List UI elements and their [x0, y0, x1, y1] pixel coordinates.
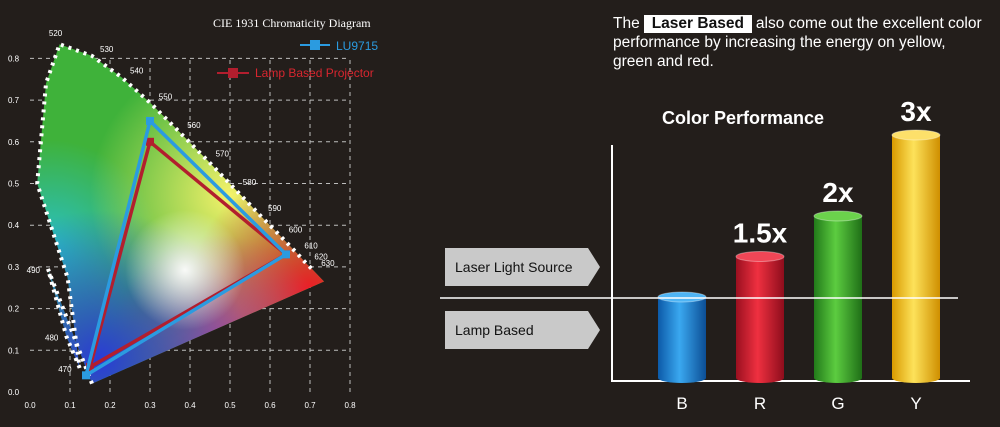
- gamut-vertex: [282, 250, 290, 259]
- bar-G: G 2x: [813, 177, 863, 413]
- y-tick-label: 0.2: [8, 305, 20, 314]
- bar-B: B: [657, 291, 707, 413]
- legend-marker: [228, 68, 238, 78]
- wavelength-label: 580: [243, 178, 257, 187]
- lamp-based-tag: Lamp Based: [445, 311, 600, 349]
- legend-marker: [310, 40, 320, 50]
- axis-ticks: 0.0 0.1 0.2 0.3 0.4 0.5 0.6 0.7 0.8 0.0 0.1 0.2 0.3 0…: [8, 54, 356, 410]
- category-label: G: [831, 394, 844, 413]
- wavelength-label: 530: [100, 45, 114, 54]
- bar-body: [658, 297, 706, 378]
- bar-top: [657, 291, 707, 303]
- wavelength-label: 540: [130, 67, 144, 76]
- value-label: 3x: [900, 96, 932, 127]
- x-tick-label: 0.7: [304, 401, 316, 410]
- bar-top: [735, 251, 785, 262]
- legend-lu9715: LU9715: [300, 39, 378, 53]
- value-label: 2x: [822, 177, 854, 208]
- bar-base: [658, 373, 706, 383]
- bar-top: [891, 129, 941, 141]
- bars: B R 1.5x G 2x Y 3x: [657, 96, 941, 414]
- y-tick-label: 0.1: [8, 346, 20, 355]
- x-tick-label: 0.2: [104, 401, 116, 410]
- laser-based-badge: Laser Based: [643, 15, 752, 33]
- x-tick-label: 0.6: [264, 401, 276, 410]
- intro-before: The: [613, 15, 640, 32]
- wavelength-label: 520: [49, 29, 63, 38]
- x-tick-label: 0.1: [64, 401, 76, 410]
- gamut-vertex: [82, 371, 90, 380]
- y-tick-label: 0.6: [8, 138, 20, 147]
- legend-label: LU9715: [336, 39, 378, 53]
- category-label: R: [754, 394, 766, 413]
- wavelength-label: 550: [159, 92, 173, 101]
- category-label: Y: [910, 394, 921, 413]
- lamp-based-label: Lamp Based: [455, 322, 534, 338]
- gamut-triangles: [82, 116, 290, 380]
- bar-body: [892, 135, 940, 378]
- laser-light-source-tag: Laser Light Source: [445, 248, 600, 286]
- gamut-triangle: [83, 117, 289, 379]
- x-tick-label: 0.3: [144, 401, 156, 410]
- bar-R: R 1.5x: [733, 218, 788, 414]
- bar-body: [814, 216, 862, 378]
- y-tick-label: 0.4: [8, 221, 20, 230]
- y-tick-label: 0.8: [8, 54, 20, 63]
- gamut-vertex: [146, 116, 154, 125]
- gamut-triangle: [87, 138, 290, 371]
- wavelength-labels: 4704804905205305405505605705805906006106…: [27, 29, 335, 374]
- cie-chromaticity-chart: 0.0 0.1 0.2 0.3 0.4 0.5 0.6 0.7 0.8 0.0 0.1 0.2 0.3 0…: [8, 16, 378, 410]
- wavelength-label: 490: [27, 266, 41, 275]
- legend-lamp: Lamp Based Projector: [217, 66, 374, 80]
- y-tick-label: 0.5: [8, 180, 20, 189]
- intro-text: The Laser Based also come out the excellen…: [613, 14, 983, 71]
- intro-after: also come out the excellent color perfor…: [613, 15, 982, 70]
- color-performance-chart: Color Performance B R 1.5x G 2x Y 3x Laser Lig…: [440, 96, 970, 414]
- y-tick-label: 0.3: [8, 263, 20, 272]
- value-label: 1.5x: [733, 218, 788, 249]
- wavelength-label: 470: [58, 365, 72, 374]
- bar-base: [736, 373, 784, 383]
- y-tick-label: 0.0: [8, 388, 20, 397]
- wavelength-label: 480: [45, 334, 59, 343]
- wavelength-label: 590: [268, 204, 282, 213]
- wavelength-label: 560: [187, 121, 201, 130]
- wavelength-label: 630: [321, 259, 335, 268]
- bar-base: [892, 373, 940, 383]
- wavelength-label: 610: [304, 242, 318, 251]
- legend-label: Lamp Based Projector: [255, 66, 374, 80]
- bar-body: [736, 256, 784, 378]
- bar-Y: Y 3x: [891, 96, 941, 413]
- wavelength-label: 620: [314, 253, 328, 262]
- gamut-vertex: [146, 137, 154, 146]
- x-tick-label: 0.4: [184, 401, 196, 410]
- x-tick-label: 0.8: [344, 401, 356, 410]
- spectral-locus: [35, 41, 315, 385]
- x-tick-label: 0.0: [24, 401, 36, 410]
- bar-base: [814, 373, 862, 383]
- laser-light-source-label: Laser Light Source: [455, 259, 573, 275]
- y-tick-label: 0.7: [8, 96, 20, 105]
- wavelength-label: 570: [216, 150, 230, 159]
- bar-top: [813, 210, 863, 222]
- chart-title: CIE 1931 Chromaticity Diagram: [213, 16, 371, 30]
- bar-chart-title: Color Performance: [662, 108, 824, 128]
- wavelength-label: 600: [289, 225, 303, 234]
- x-tick-label: 0.5: [224, 401, 236, 410]
- gamut-vertex: [86, 362, 94, 371]
- category-label: B: [676, 394, 687, 413]
- gamut-fill: [37, 44, 324, 384]
